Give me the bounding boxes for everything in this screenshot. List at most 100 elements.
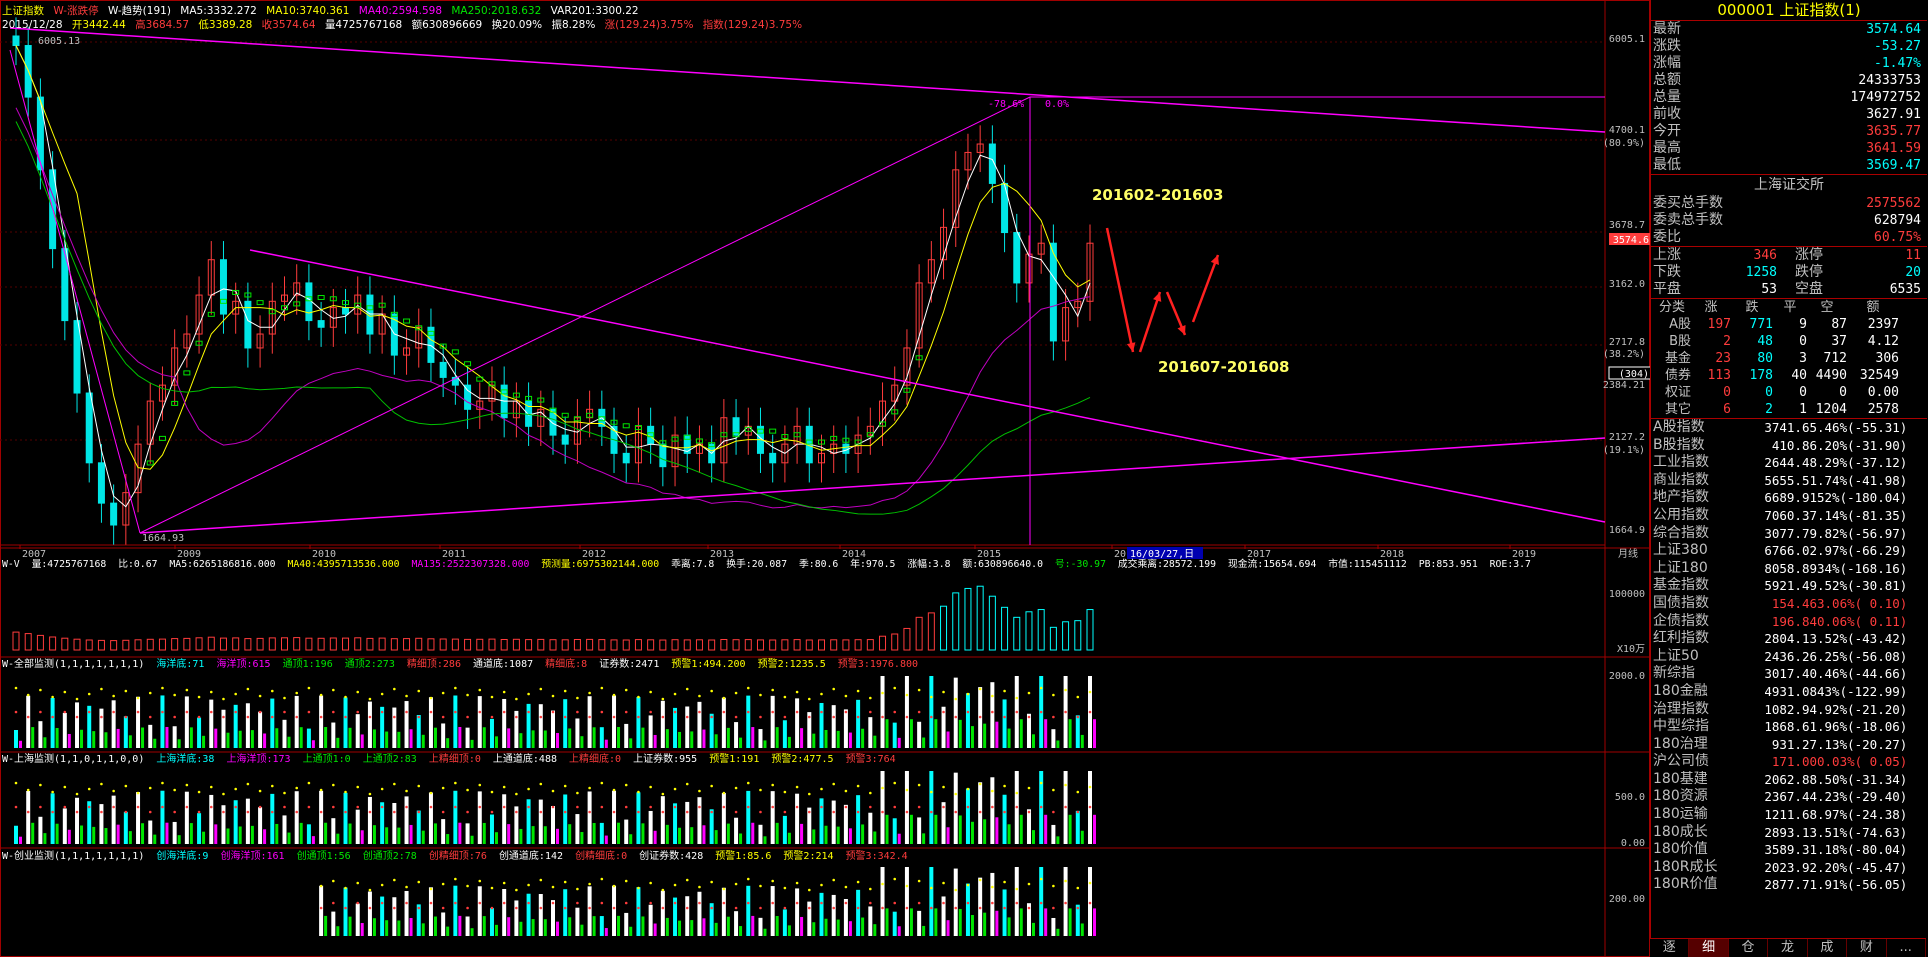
panel1-bar-dot [393, 715, 396, 719]
panel1-bar-dot [124, 715, 128, 719]
panel2-bar-aux [763, 836, 767, 844]
index-name: 180资源 [1653, 788, 1708, 805]
index-row[interactable]: 上证380 6766.02.97%(-66.29) [1651, 542, 1927, 560]
index-row[interactable]: 综合指数 3077.79.82%(-56.97) [1651, 525, 1927, 543]
panel2-bar [136, 792, 141, 844]
index-row[interactable]: 基金指数 5921.49.52%(-30.81) [1651, 577, 1927, 595]
panel1-bar-dot [612, 715, 616, 719]
order-row: 委买总手数 2575562 [1651, 195, 1927, 212]
panel2-bar-aux [43, 833, 47, 844]
index-row[interactable]: 企债指数 196.84 0.06%( 0.11) [1651, 613, 1927, 631]
index-row[interactable]: 国债指数 154.46 3.06%( 0.10) [1651, 595, 1927, 613]
index-price: 3077.79 [1764, 525, 1817, 541]
panel1-bar [477, 696, 482, 748]
panel1-bar [807, 712, 812, 748]
index-row[interactable]: 180成长 2893.13.51%(-74.63) [1651, 824, 1927, 842]
indicator-label[interactable]: W-涨跌停 [53, 5, 99, 17]
panel1-bar [306, 728, 311, 748]
panel3-bar-dot [905, 884, 909, 888]
panel3-bar-dot [319, 906, 323, 910]
panel3-bar [685, 896, 690, 936]
panel2-bar [428, 792, 433, 844]
panel2-bar-aux [360, 830, 364, 844]
volume-bar [671, 639, 679, 651]
index-row[interactable]: 治理指数 1082.94.92%(-21.20) [1651, 701, 1927, 719]
panel1-bar-aux [1056, 740, 1060, 748]
panel1-bar-aux [519, 733, 523, 748]
index-row[interactable]: A股指数 3741.65.46%(-55.31) [1651, 419, 1927, 437]
trend-marker [390, 311, 398, 317]
panel2-bar-dot [454, 805, 457, 809]
index-row[interactable]: 上证180 8058.89 34%(-168.16) [1651, 560, 1927, 578]
panel2-bar-dot [14, 805, 18, 809]
panel2-bar-dot [490, 810, 494, 814]
index-row[interactable]: 新综指 3017.40.46%(-44.66) [1651, 665, 1927, 683]
tab-2[interactable]: 仓 [1729, 939, 1769, 957]
quote-title[interactable]: 000001 上证指数(1) [1651, 0, 1927, 21]
volume-unit-label: X10万 [1617, 644, 1645, 655]
index-row[interactable]: 180运输 1211.68.97%(-24.38) [1651, 806, 1927, 824]
panel3-bar [441, 912, 446, 936]
panel2-bar-aux [263, 829, 267, 844]
panel2-bar-dot [136, 791, 140, 795]
class-cell: 48 [1757, 334, 1773, 349]
index-row[interactable]: 沪公司债 171.00 0.03%( 0.05) [1651, 753, 1927, 771]
panel1-bar [221, 709, 226, 748]
index-row[interactable]: 180金融 4931.08 43%(-122.99) [1651, 683, 1927, 701]
index-row[interactable]: 商业指数 5655.51.74%(-41.98) [1651, 472, 1927, 490]
panel3-bar-dot [368, 906, 372, 910]
index-change: .51%(-74.63) [1817, 824, 1908, 840]
index-row[interactable]: 180治理 931.27.13%(-20.27) [1651, 736, 1927, 754]
panel2-bar-aux [385, 827, 389, 844]
ma10-label: MA10:3740.361 [266, 5, 350, 17]
index-row[interactable]: 180资源 2367.44.23%(-29.40) [1651, 788, 1927, 806]
volume-bar [134, 639, 142, 651]
panel3-bar-aux [897, 926, 901, 936]
panel3-bar-dot [832, 906, 836, 910]
index-name: 地产指数 [1653, 489, 1709, 506]
volume-bar [903, 627, 911, 651]
index-row[interactable]: 地产指数 6689.91 52%(-180.04) [1651, 489, 1927, 507]
index-row[interactable]: 180R价值 2877.71.91%(-56.05) [1651, 876, 1927, 894]
panel1-bar-dot [588, 715, 591, 719]
class-cell: 2397 [1867, 317, 1899, 332]
panel2-bar-aux [55, 823, 59, 844]
index-change: 0.03%( 0.05) [1817, 754, 1908, 770]
index-row[interactable]: 公用指数 7060.37.14%(-81.35) [1651, 507, 1927, 525]
panel1-bar-dot [185, 710, 189, 714]
panel1-bar-dot [759, 715, 762, 719]
index-row[interactable]: B股指数 410.86.20%(-31.90) [1651, 437, 1927, 455]
candle-body [549, 408, 557, 436]
tab-3[interactable]: 龙 [1768, 939, 1808, 957]
index-row[interactable]: 180价值 3589.31.18%(-80.04) [1651, 841, 1927, 859]
index-list[interactable]: A股指数 3741.65.46%(-55.31) B股指数 410.86.20%(-3… [1651, 418, 1927, 894]
index-row[interactable]: 工业指数 2644.48.29%(-37.12) [1651, 454, 1927, 472]
tab-6[interactable]: ... [1887, 939, 1926, 957]
index-row[interactable]: 180R成长 2023.92.20%(-45.47) [1651, 859, 1927, 877]
panel2-bar-aux [653, 830, 657, 844]
panel2-bar-aux [202, 831, 206, 844]
panel1-bar-dot [637, 715, 640, 719]
index-name: 工业指数 [1653, 454, 1709, 471]
class-cell: 37 [1831, 334, 1847, 349]
trendline-top [9, 27, 1606, 133]
index-row[interactable]: 上证50 2436.26.25%(-56.08) [1651, 648, 1927, 666]
chart-area[interactable]: 6005.1 4700.1 (80.9%) 3678.7 3162.0 2717.8 (38… [0, 0, 1650, 957]
panel3-bar-dot [344, 906, 347, 910]
tab-0[interactable]: 逐 [1650, 939, 1690, 957]
kline-chart-svg[interactable]: 6005.14700.1(80.9%)3678.73162.02717.8(38… [0, 0, 1650, 957]
tab-1[interactable]: 细 [1689, 939, 1729, 957]
panel2-bar [1075, 810, 1080, 844]
tab-4[interactable]: 成 [1808, 939, 1848, 957]
volume-bar [476, 638, 484, 651]
index-row[interactable]: 180基建 2062.88.50%(-31.34) [1651, 771, 1927, 789]
tab-5[interactable]: 财 [1847, 939, 1887, 957]
panel1-bar-dot [978, 687, 982, 691]
panel2-bar-dot [527, 787, 530, 791]
panel1-bar-aux [556, 733, 559, 748]
index-row[interactable]: 中型综指 1868.61.96%(-18.06) [1651, 718, 1927, 736]
panel1-bar-dot [112, 694, 115, 698]
index-row[interactable]: 红利指数 2804.13.52%(-43.42) [1651, 630, 1927, 648]
panel1-bar-dot [39, 710, 42, 714]
class-cell: 0 [1765, 385, 1773, 400]
